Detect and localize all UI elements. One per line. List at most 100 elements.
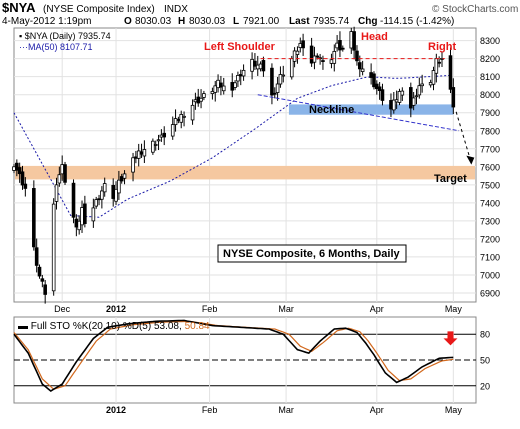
right-label: Right bbox=[428, 41, 456, 53]
candle-body bbox=[23, 183, 28, 189]
candle-body bbox=[250, 58, 254, 72]
candle-body bbox=[372, 73, 376, 88]
exchange-label: INDX bbox=[164, 4, 188, 15]
price-tick-label: 7900 bbox=[480, 108, 500, 118]
price-tick-label: 7400 bbox=[480, 198, 500, 208]
sto-grid bbox=[14, 317, 476, 403]
candle-body bbox=[397, 91, 402, 103]
high-value: 8030.03 bbox=[189, 16, 226, 27]
candle-body bbox=[369, 72, 373, 78]
candle-body bbox=[236, 75, 240, 82]
sto-tick-label: 80 bbox=[480, 330, 490, 340]
down-arrow-icon bbox=[443, 331, 458, 346]
neckline-label: Neckline bbox=[309, 104, 354, 116]
sto-time-tick-label: Apr bbox=[370, 405, 384, 415]
low-label: L bbox=[233, 16, 239, 27]
price-tick-label: 7200 bbox=[480, 234, 500, 244]
candle-body bbox=[173, 118, 178, 126]
candle-body bbox=[360, 68, 365, 72]
time-tick-label: Feb bbox=[202, 304, 218, 314]
candle-body bbox=[258, 63, 263, 70]
symbol-label: $NYA bbox=[2, 0, 36, 15]
index-name: (NYSE Composite Index) bbox=[43, 4, 155, 15]
candle-body bbox=[131, 157, 135, 173]
candle-body bbox=[272, 92, 277, 95]
candle-body bbox=[12, 166, 16, 171]
candle-body bbox=[437, 61, 441, 64]
candle-body bbox=[332, 51, 337, 64]
candle-body bbox=[176, 119, 181, 121]
price-tick-label: 7500 bbox=[480, 180, 500, 190]
candle-body bbox=[253, 60, 257, 67]
candle-body bbox=[431, 70, 436, 85]
candle-body bbox=[77, 220, 81, 231]
candle-body bbox=[349, 31, 354, 49]
price-tick-label: 7000 bbox=[480, 270, 500, 280]
price-tick-label: 6900 bbox=[480, 288, 500, 298]
head-label: Head bbox=[361, 31, 388, 43]
sto-tick-label: 50 bbox=[480, 356, 490, 366]
candle-body bbox=[111, 184, 116, 199]
candle-body bbox=[420, 83, 424, 87]
candle-body bbox=[400, 90, 405, 96]
price-tick-label: 8200 bbox=[480, 54, 500, 64]
candle-body bbox=[278, 74, 283, 85]
candle-body bbox=[428, 82, 433, 86]
candle-body bbox=[151, 140, 155, 153]
main-x-axis: Dec 2012 Feb Mar Apr May bbox=[54, 304, 462, 314]
candle-body bbox=[190, 104, 195, 121]
candle-body bbox=[156, 139, 161, 142]
candle-body bbox=[94, 199, 98, 207]
sto-axis: 20 50 80 bbox=[480, 330, 490, 392]
candle-body bbox=[122, 173, 127, 179]
source-credit: © StockCharts.com bbox=[432, 4, 518, 15]
candle-body bbox=[159, 134, 164, 138]
price-tick-label: 8000 bbox=[480, 90, 500, 100]
candle-body bbox=[32, 188, 36, 248]
candle-body bbox=[340, 47, 345, 50]
sto-label: ▬ Full STO %K(20,10) %D(5) 53.08, 50.84 bbox=[18, 321, 210, 332]
candle-body bbox=[40, 278, 45, 282]
neckline-line bbox=[257, 94, 460, 132]
candle-body bbox=[63, 164, 67, 183]
price-tick-label: 7600 bbox=[480, 162, 500, 172]
open-label: O bbox=[124, 16, 132, 27]
candle-body bbox=[411, 97, 416, 106]
candle-body bbox=[434, 58, 439, 74]
candle-body bbox=[374, 83, 379, 90]
projection-line bbox=[455, 111, 471, 160]
candle-body bbox=[338, 40, 342, 51]
last-label: Last bbox=[289, 16, 310, 27]
candle-body bbox=[233, 82, 237, 88]
candle-body bbox=[71, 182, 76, 218]
left-shoulder-label: Left Shoulder bbox=[204, 41, 276, 53]
main-grid bbox=[14, 28, 476, 302]
candle-body bbox=[417, 85, 422, 96]
candle-body bbox=[301, 40, 305, 49]
candle-body bbox=[51, 203, 56, 292]
candle-body bbox=[275, 83, 280, 93]
target-band bbox=[15, 165, 475, 180]
candle-body bbox=[97, 198, 101, 201]
candle-body bbox=[255, 64, 260, 70]
candle-body bbox=[451, 87, 456, 108]
last-value: 7935.74 bbox=[313, 16, 350, 27]
candle-body bbox=[389, 100, 393, 110]
candle-body bbox=[394, 99, 399, 103]
candles bbox=[12, 26, 456, 304]
candle-body bbox=[219, 82, 223, 88]
candle-body bbox=[230, 82, 235, 91]
price-tick-label: 7800 bbox=[480, 126, 500, 136]
price-tick-label: 8300 bbox=[480, 36, 500, 46]
candle-body bbox=[309, 45, 314, 64]
projection-arrowhead bbox=[466, 155, 475, 165]
candle-body bbox=[292, 50, 297, 62]
candle-body bbox=[289, 58, 294, 78]
candle-body bbox=[34, 247, 39, 266]
candle-body bbox=[193, 99, 198, 103]
candle-body bbox=[162, 132, 167, 138]
candle-body bbox=[134, 156, 138, 159]
price-tick-label: 7700 bbox=[480, 144, 500, 154]
candle-body bbox=[170, 124, 175, 137]
